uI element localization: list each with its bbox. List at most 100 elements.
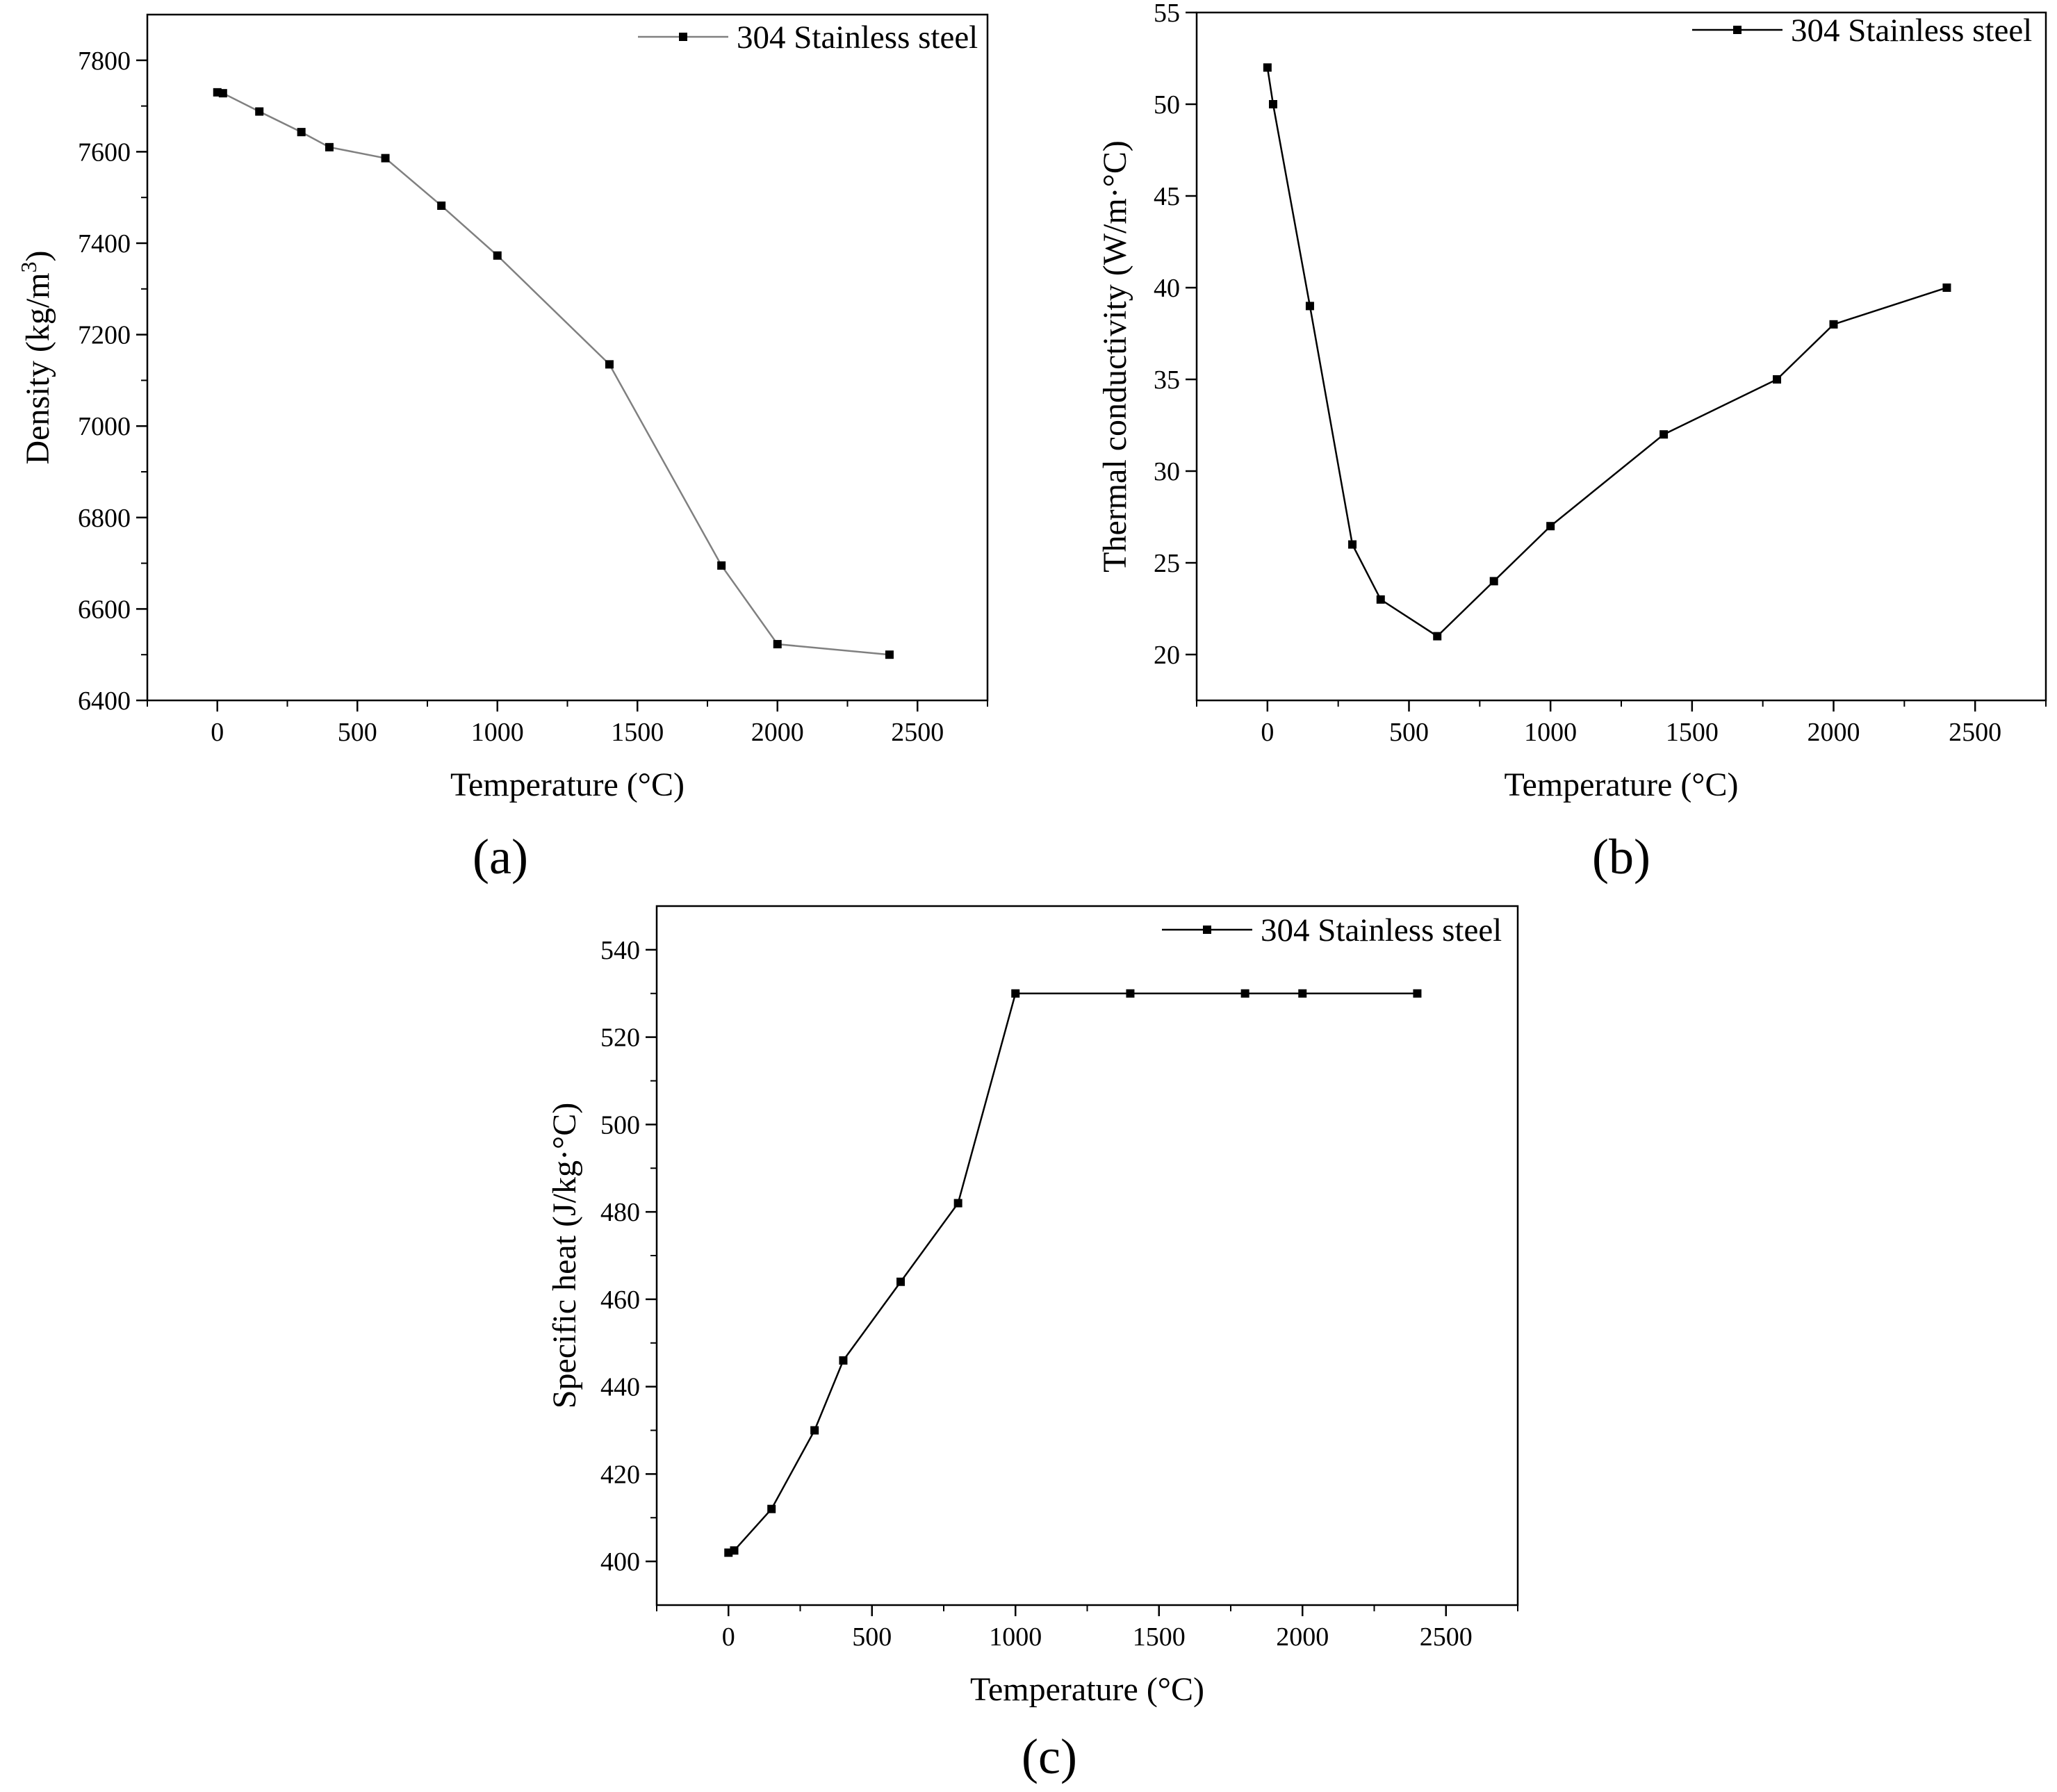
data-point [1829, 320, 1838, 329]
y-tick-label: 7800 [78, 47, 131, 76]
y-axis-title-main: Density (kg/m [19, 273, 56, 465]
x-axis-title: Temperature (°C) [1504, 766, 1738, 803]
data-point [730, 1546, 739, 1555]
x-tick-label: 2500 [1420, 1622, 1473, 1652]
y-tick-label: 480 [600, 1198, 640, 1227]
data-point [218, 89, 227, 98]
y-axis-title: Density (kg/m3) [16, 251, 56, 465]
x-tick-label: 0 [1261, 718, 1274, 747]
data-point [1376, 595, 1385, 604]
x-tick-label: 2000 [1276, 1622, 1329, 1652]
data-point [1659, 430, 1669, 439]
y-tick-label: 7400 [78, 229, 131, 258]
data-point [437, 202, 446, 211]
data-point [1942, 283, 1951, 292]
x-tick-label: 2000 [751, 718, 804, 747]
series-line [217, 91, 890, 656]
x-tick-label: 1000 [1524, 718, 1577, 747]
x-tick-label: 500 [338, 718, 377, 747]
y-tick-label: 45 [1154, 182, 1180, 211]
x-tick-label: 500 [1389, 718, 1429, 747]
y-tick-label: 20 [1154, 641, 1180, 670]
x-axis-title: Temperature (°C) [450, 766, 685, 803]
y-axis-title: Thermal conductivity (W/m·°C) [1097, 140, 1133, 573]
legend-label: 304 Stainless steel [1261, 912, 1502, 948]
y-tick-label: 35 [1154, 365, 1180, 395]
y-tick-label: 7200 [78, 321, 131, 350]
y-tick-label: 6600 [78, 595, 131, 624]
legend-label: 304 Stainless steel [737, 19, 978, 56]
y-tick-label: 520 [600, 1024, 640, 1053]
data-point [1546, 522, 1555, 531]
data-point [953, 1199, 962, 1208]
y-axis-title-superscript: 3 [16, 262, 41, 273]
y-tick-label: 420 [600, 1460, 640, 1489]
x-tick-label: 1000 [471, 718, 524, 747]
y-tick-label: 440 [600, 1373, 640, 1402]
y-tick-label: 30 [1154, 457, 1180, 486]
data-point [885, 650, 894, 659]
data-point [1773, 375, 1782, 384]
data-point [767, 1504, 776, 1513]
y-tick-label: 6800 [78, 504, 131, 533]
x-tick-label: 1500 [611, 718, 664, 747]
y-axis-title-main: Thermal conductivity (W/m·°C) [1097, 140, 1133, 573]
y-axis-title-main: Specific heat (J/kg·°C) [546, 1103, 583, 1408]
legend-label: 304 Stainless steel [1791, 13, 2032, 49]
data-point [1011, 989, 1020, 998]
y-tick-label: 500 [600, 1110, 640, 1140]
x-axis-title: Temperature (°C) [970, 1671, 1204, 1708]
legend-marker [1733, 26, 1742, 34]
legend-marker [679, 33, 687, 41]
x-tick-label: 1000 [989, 1622, 1042, 1652]
x-tick-label: 0 [211, 718, 224, 747]
data-point [1413, 989, 1422, 998]
x-tick-label: 500 [852, 1622, 892, 1652]
panel-label: (c) [1022, 1729, 1077, 1784]
x-tick-label: 2000 [1808, 718, 1860, 747]
data-point [1263, 63, 1272, 72]
data-point [255, 107, 264, 116]
y-tick-label: 7600 [78, 138, 131, 167]
data-point [381, 154, 390, 163]
data-point [1489, 577, 1498, 586]
x-tick-label: 1500 [1666, 718, 1719, 747]
data-point [1348, 540, 1357, 549]
series-line [728, 992, 1418, 1554]
data-point [773, 640, 782, 649]
y-tick-label: 50 [1154, 90, 1180, 120]
data-point [1126, 989, 1135, 998]
data-point [325, 142, 334, 151]
y-tick-label: 7000 [78, 412, 131, 441]
data-point [1305, 302, 1314, 311]
y-tick-label: 25 [1154, 549, 1180, 578]
y-tick-label: 6400 [78, 687, 131, 716]
x-tick-label: 0 [722, 1622, 735, 1652]
y-tick-label: 55 [1154, 0, 1180, 28]
y-tick-label: 400 [600, 1547, 640, 1577]
x-tick-label: 2500 [891, 718, 944, 747]
data-point [297, 128, 306, 137]
panel-label: (b) [1592, 829, 1650, 885]
series-line [1266, 67, 1947, 638]
y-axis-title: Specific heat (J/kg·°C) [546, 1103, 583, 1408]
plot-frame [1195, 11, 2047, 702]
data-point [896, 1277, 905, 1286]
legend-marker [1203, 926, 1211, 934]
data-point [1240, 989, 1249, 998]
plot-frame [655, 905, 1519, 1606]
y-tick-label: 40 [1154, 274, 1180, 303]
x-tick-label: 2500 [1949, 718, 2001, 747]
chart-b: 0 500 1000 1500 2000 2500 20 25 30 35 40 45 50 55 Temp… [1097, 0, 2047, 885]
y-axis-title-end: ) [19, 251, 56, 262]
chart-a: 0 500 1000 1500 2000 2500 6400 6600 6800 7000 7200… [16, 13, 989, 885]
data-point [1268, 100, 1277, 108]
y-tick-label: 460 [600, 1285, 640, 1315]
chart-c: 0 500 1000 1500 2000 2500 400 420 440 460 480 500 52… [546, 905, 1519, 1784]
x-tick-label: 1500 [1133, 1622, 1186, 1652]
data-point [605, 360, 614, 369]
panel-label: (a) [473, 829, 528, 885]
y-tick-label: 540 [600, 936, 640, 965]
data-point [1433, 632, 1442, 641]
